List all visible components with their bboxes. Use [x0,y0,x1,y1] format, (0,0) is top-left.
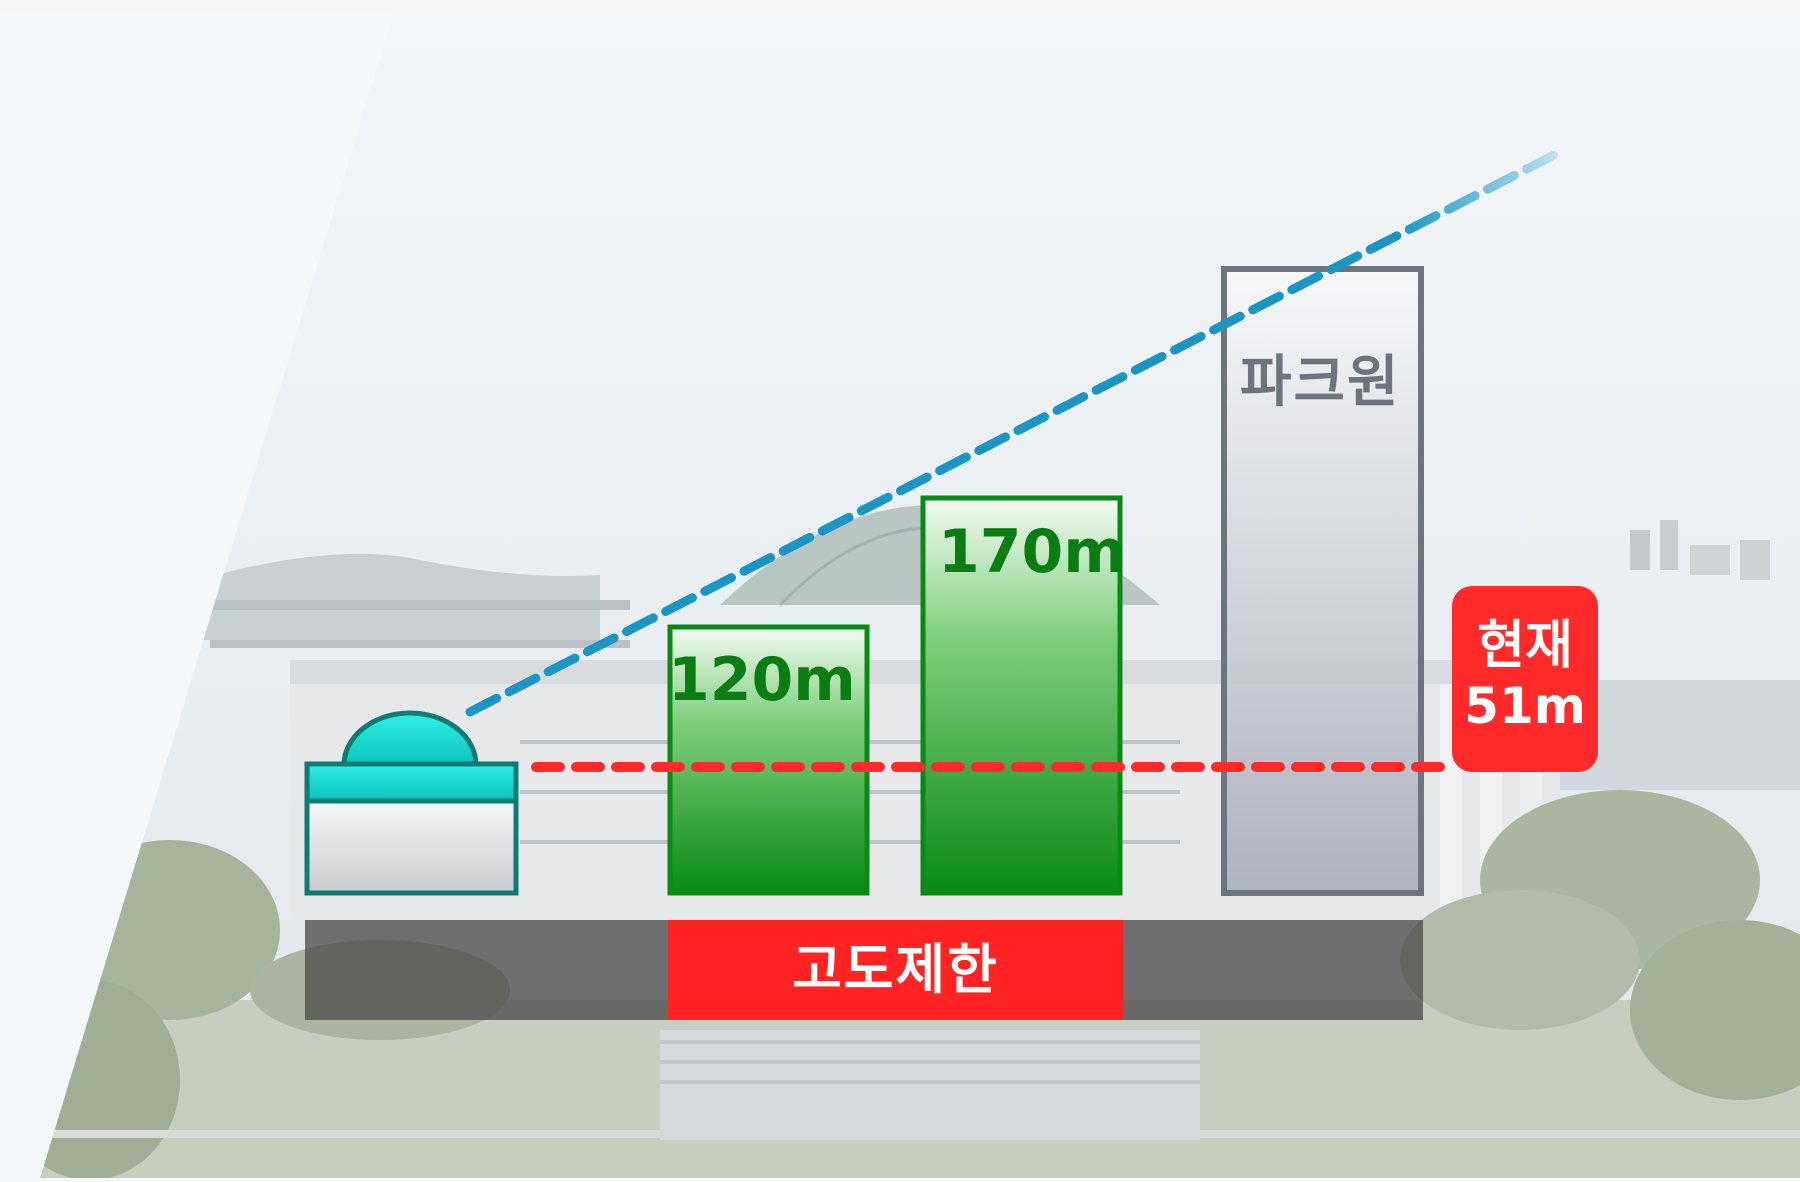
current-height-badge: 현재 51m [1452,586,1598,772]
bar-parkone [1221,266,1424,896]
assembly-building-icon [304,710,519,896]
height-trend-dashed-line [465,147,1565,717]
parkone-label: 파크원 [1240,350,1401,415]
bar-120m [667,624,870,896]
bar-170m [920,495,1123,896]
current-height-title: 현재 [1477,616,1573,676]
top-strip [0,0,1800,15]
left-white-panel [0,0,393,1178]
height-restriction-banner: 고도제한 [668,920,1123,1020]
bar-170m-label: 170m [938,517,1126,587]
current-height-value: 51m [1464,677,1586,735]
bar-120m-label: 120m [668,645,856,715]
